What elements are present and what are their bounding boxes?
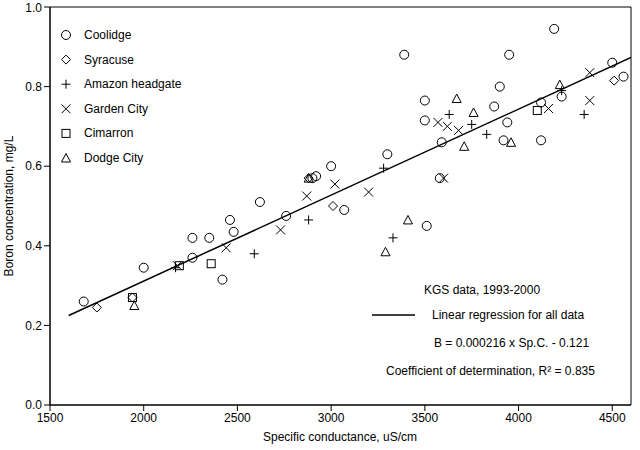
svg-text:1500: 1500 — [37, 411, 64, 425]
svg-text:Cimarron: Cimarron — [84, 126, 133, 140]
svg-text:0.6: 0.6 — [25, 159, 42, 173]
svg-text:1.0: 1.0 — [25, 1, 42, 15]
svg-text:4500: 4500 — [599, 411, 626, 425]
svg-text:Amazon headgate: Amazon headgate — [84, 77, 182, 91]
svg-text:0.4: 0.4 — [25, 239, 42, 253]
svg-text:0.8: 0.8 — [25, 80, 42, 94]
svg-text:0.0: 0.0 — [25, 398, 42, 412]
svg-text:B = 0.000216 x Sp.C. - 0.121: B = 0.000216 x Sp.C. - 0.121 — [434, 336, 589, 350]
svg-text:Boron concentration, mg/L: Boron concentration, mg/L — [8, 135, 16, 276]
svg-text:Syracuse: Syracuse — [84, 53, 134, 67]
svg-text:Dodge City: Dodge City — [84, 151, 143, 165]
svg-text:2000: 2000 — [130, 411, 157, 425]
svg-text:Linear regression for all data: Linear regression for all data — [432, 308, 584, 322]
svg-text:3500: 3500 — [411, 411, 438, 425]
svg-text:4000: 4000 — [505, 411, 532, 425]
svg-text:Coefficient of determination,: Coefficient of determination, R² = 0.835 — [386, 364, 595, 378]
svg-text:KGS data, 1993-2000: KGS data, 1993-2000 — [424, 283, 540, 297]
svg-text:0.2: 0.2 — [25, 319, 42, 333]
svg-text:Garden City: Garden City — [84, 102, 148, 116]
svg-text:3000: 3000 — [318, 411, 345, 425]
svg-text:Coolidge: Coolidge — [84, 28, 132, 42]
svg-text:2500: 2500 — [224, 411, 251, 425]
svg-text:Specific conductance, uS/cm: Specific conductance, uS/cm — [263, 430, 417, 444]
